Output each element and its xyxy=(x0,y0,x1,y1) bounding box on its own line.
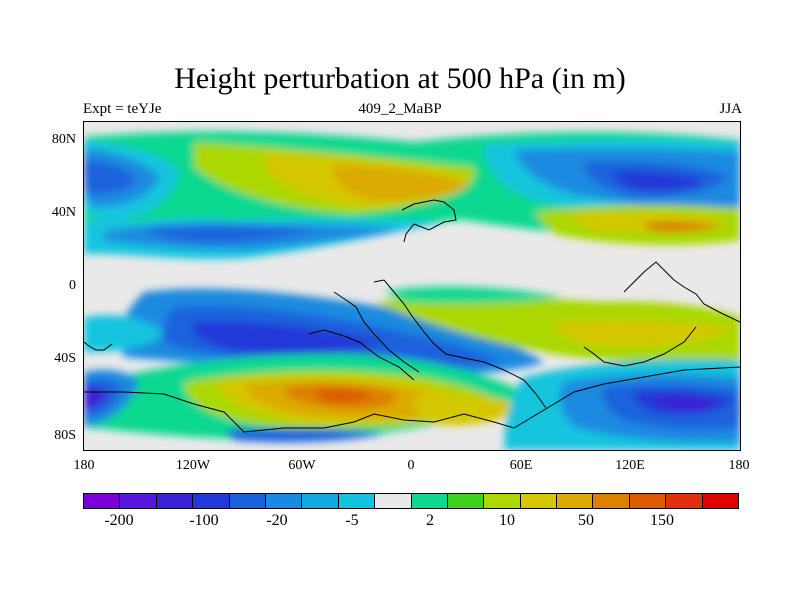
lon-label: 180 xyxy=(728,458,750,473)
lon-label: 0 xyxy=(407,458,415,473)
legend-label: 2 xyxy=(426,512,434,529)
contour-region xyxy=(193,321,384,354)
coastline-northamerica-south xyxy=(333,291,420,373)
lat-label: 40S xyxy=(54,351,76,366)
coastline-southamerica xyxy=(308,329,415,381)
legend-swatch xyxy=(156,494,194,508)
contour-region xyxy=(644,221,724,233)
lon-label: 60E xyxy=(509,458,533,473)
contour-region xyxy=(84,160,136,194)
lat-label: 40N xyxy=(51,205,76,220)
experiment-label: Expt = teYJe xyxy=(83,101,162,117)
legend-label: -100 xyxy=(189,512,219,529)
legend-swatch xyxy=(411,494,448,508)
lon-label: 120E xyxy=(615,458,645,473)
lat-label: 80N xyxy=(51,132,76,147)
legend-swatch xyxy=(375,494,412,508)
legend-swatch xyxy=(84,494,121,508)
coastline-europe xyxy=(401,199,457,243)
map-panel xyxy=(83,121,741,451)
contour-map xyxy=(84,122,740,450)
coastline-greenland xyxy=(84,341,113,351)
coastline-africa xyxy=(373,279,547,409)
map-title: Height perturbation at 500 hPa (in m) xyxy=(174,62,626,95)
legend-swatch xyxy=(338,494,376,508)
contour-region xyxy=(224,428,384,442)
legend-swatch xyxy=(265,494,303,508)
legend-label: 50 xyxy=(578,512,594,529)
lon-label: 180 xyxy=(73,458,95,473)
contour-region xyxy=(413,393,524,426)
legend-swatch xyxy=(447,494,485,508)
legend-label: 150 xyxy=(650,512,674,529)
legend-swatch xyxy=(229,494,266,508)
contour-region xyxy=(374,296,740,365)
legend-swatch xyxy=(593,494,630,508)
contour-region xyxy=(144,227,314,242)
lat-label: 0 xyxy=(69,278,76,293)
legend-label: -5 xyxy=(345,512,359,529)
contour-region xyxy=(84,315,164,352)
contour-region xyxy=(84,386,108,410)
contour-region xyxy=(554,320,734,347)
legend-swatch xyxy=(666,494,703,508)
legend-label: 10 xyxy=(499,512,515,529)
contour-region xyxy=(314,389,372,403)
lat-label: 80S xyxy=(54,428,76,443)
contour-region xyxy=(84,218,134,231)
contour-region xyxy=(333,164,469,201)
run-label: 409_2_MaBP xyxy=(358,101,442,117)
lon-label: 60W xyxy=(288,458,316,473)
coastline-asia xyxy=(623,261,740,323)
contour-region xyxy=(653,395,719,411)
contour-region xyxy=(614,171,704,191)
season-label: JJA xyxy=(719,101,742,117)
legend-swatch xyxy=(120,494,157,508)
legend-swatch xyxy=(520,494,558,508)
contour-fill-regions xyxy=(84,131,740,450)
color-legend xyxy=(83,493,739,509)
legend-swatch xyxy=(193,494,230,508)
lon-label: 120W xyxy=(175,458,211,473)
legend-swatch xyxy=(629,494,667,508)
legend-swatch xyxy=(302,494,339,508)
legend-label: -20 xyxy=(266,512,288,529)
coastline-australia xyxy=(583,326,697,367)
contour-region xyxy=(384,286,564,304)
legend-swatch xyxy=(702,494,739,508)
legend-swatch xyxy=(484,494,521,508)
coastline-outlines xyxy=(84,199,740,433)
coastline-antarctic xyxy=(84,366,740,433)
legend-label: -200 xyxy=(104,512,134,529)
legend-swatch xyxy=(557,494,594,508)
